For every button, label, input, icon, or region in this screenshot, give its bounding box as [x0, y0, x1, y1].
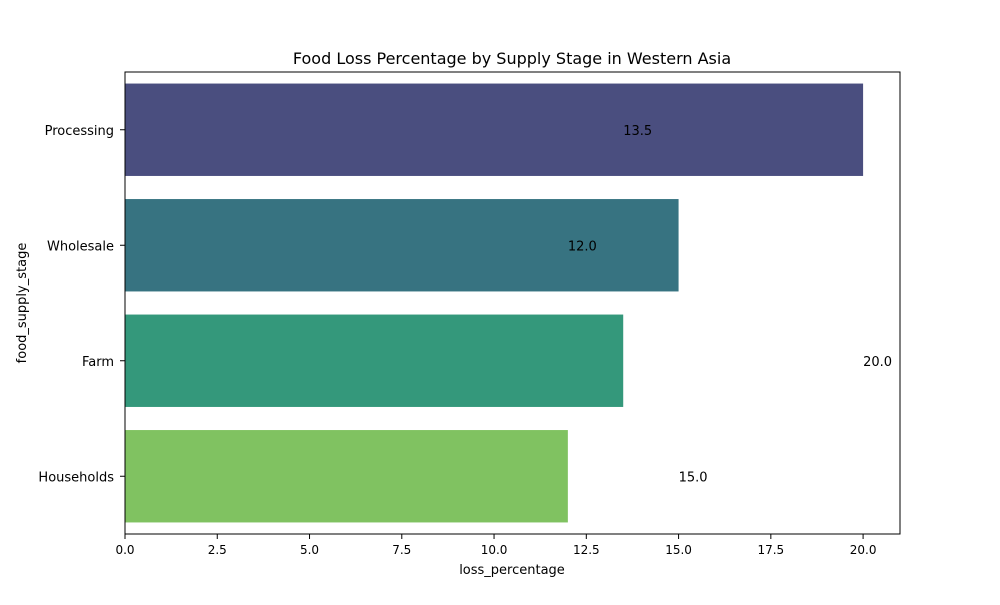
- data-label-wholesale: 12.0: [568, 239, 597, 254]
- x-tick-label: 15.0: [665, 543, 692, 557]
- x-tick-label: 10.0: [481, 543, 508, 557]
- bar-farm: [125, 314, 624, 407]
- data-label-farm: 20.0: [863, 355, 892, 370]
- bar-households: [125, 430, 568, 523]
- bars-layer: [125, 83, 864, 523]
- chart-title: Food Loss Percentage by Supply Stage in …: [293, 49, 731, 68]
- y-tick-label: Wholesale: [47, 239, 114, 254]
- y-axis-label: food_supply_stage: [15, 243, 30, 364]
- bar-processing: [125, 83, 864, 176]
- x-axis: 0.0 2.5 5.0 7.5 10.0 12.5 15.0 17.5 20.0: [115, 534, 876, 557]
- x-tick-label: 2.5: [208, 543, 227, 557]
- x-tick-label: 0.0: [115, 543, 134, 557]
- x-axis-label: loss_percentage: [459, 563, 565, 578]
- data-label-households: 15.0: [679, 470, 708, 485]
- y-tick-label: Households: [38, 470, 114, 485]
- y-tick-label: Farm: [82, 355, 114, 370]
- x-tick-label: 12.5: [573, 543, 600, 557]
- x-tick-label: 17.5: [757, 543, 784, 557]
- x-tick-label: 20.0: [850, 543, 877, 557]
- y-tick-label: Processing: [45, 124, 114, 139]
- plot-frame: [124, 71, 901, 535]
- x-tick-label: 5.0: [300, 543, 319, 557]
- y-axis: Processing Wholesale Farm Households: [38, 124, 125, 485]
- data-labels-layer: 13.5 12.0 20.0 15.0: [568, 124, 892, 486]
- x-tick-label: 7.5: [392, 543, 411, 557]
- data-label-processing: 13.5: [623, 124, 652, 139]
- bar-wholesale: [125, 199, 679, 292]
